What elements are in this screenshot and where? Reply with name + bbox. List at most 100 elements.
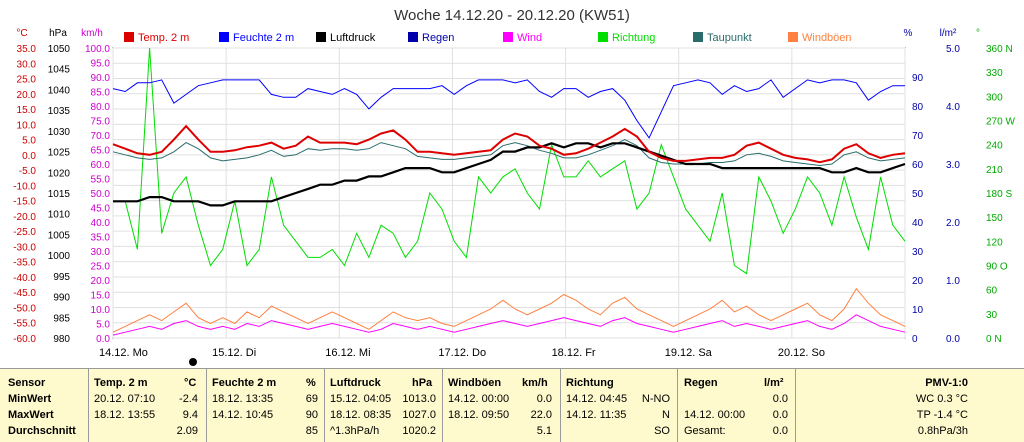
regen-max-val: 0.0: [772, 409, 788, 421]
series-windb-en: [112, 287, 906, 333]
legend-label: Regen: [422, 32, 454, 44]
druck-min-time: 15.12. 04:05: [330, 393, 392, 405]
humidity-axis-tick: 50: [912, 189, 924, 200]
wind-axis-tick: 35.0: [91, 233, 111, 244]
legend-label: Wind: [517, 32, 542, 44]
direction-axis-tick: 240: [986, 141, 1003, 152]
min-label: MinWert: [8, 393, 52, 405]
pressure-axis-tick: 1030: [48, 127, 71, 138]
avg-label: Durchschnitt: [8, 425, 76, 437]
druck-header: Luftdruck: [330, 377, 381, 389]
regen-avg-val: 0.0: [772, 425, 788, 437]
pmv-trend: 0.8hPa/3h: [917, 425, 968, 437]
wind-axis-tick: 10.0: [91, 305, 111, 316]
regen-unit: l/m²: [764, 377, 784, 389]
pmv-wc: WC 0.3 °C: [915, 393, 968, 405]
direction-axis-tick: 300: [986, 92, 1003, 103]
series-taupunkt: [112, 139, 906, 167]
direction-axis-tick: 60: [986, 286, 998, 297]
plot-area: [112, 47, 906, 339]
max-label: MaxWert: [8, 409, 54, 421]
boeen-avg-val: 5.1: [536, 425, 552, 437]
humidity-axis-tick: 30: [912, 247, 924, 258]
wind-axis-tick: 70.0: [91, 131, 111, 142]
feuchte-avg-val: 85: [305, 425, 318, 437]
pressure-axis-tick: 1010: [48, 210, 71, 221]
direction-axis-tick: 360 N: [986, 44, 1013, 55]
axis-unit-label: km/h: [81, 28, 103, 39]
direction-axis-tick: 90 O: [986, 262, 1008, 273]
sensor-header: Sensor: [8, 377, 46, 389]
wind-axis-tick: 40.0: [91, 218, 111, 229]
direction-axis-tick: 30: [986, 310, 998, 321]
legend-swatch: [408, 32, 418, 42]
wind-axis-tick: 5.0: [96, 320, 110, 331]
humidity-axis-tick: 80: [912, 102, 924, 113]
rain-axis-tick: 4.0: [946, 102, 960, 113]
feuchte-header: Feuchte 2 m: [212, 377, 277, 389]
temp-axis-tick: -25.0: [13, 227, 36, 238]
legend-swatch: [124, 32, 134, 42]
legend-label: Temp. 2 m: [138, 32, 189, 44]
axis-unit-label: %: [904, 28, 913, 39]
weather-chart: Woche 14.12.20 - 20.12.20 (KW51) Temp. 2…: [13, 7, 1015, 366]
richtung-max-val: N: [662, 409, 670, 421]
temp-axis-tick: -60.0: [13, 334, 36, 345]
temp-axis-tick: 15.0: [17, 105, 37, 116]
feuchte-max-time: 14.12. 10:45: [212, 409, 274, 421]
x-tick-label: 14.12. Mo: [99, 347, 148, 359]
temp-axis-tick: 25.0: [17, 75, 37, 86]
humidity-axis-tick: 0: [912, 334, 918, 345]
temp-axis-tick: 10.0: [17, 120, 37, 131]
wind-axis-tick: 65.0: [91, 146, 111, 157]
wind-axis-tick: 55.0: [91, 175, 111, 186]
humidity-axis-tick: 20: [912, 276, 924, 287]
wind-axis-tick: 95.0: [91, 59, 111, 70]
humidity-axis-tick: 40: [912, 218, 924, 229]
direction-axis-tick: 180 S: [986, 189, 1012, 200]
series-temp-2-m: [112, 124, 906, 164]
wind-axis-tick: 15.0: [91, 291, 111, 302]
boeen-min-time: 14.12. 00:00: [448, 393, 510, 405]
pressure-axis-tick: 1035: [48, 106, 71, 117]
regen-max-time: 14.12. 00:00: [684, 409, 746, 421]
temp-axis-tick: -30.0: [13, 242, 36, 253]
regen-min-val: 0.0: [772, 393, 788, 405]
humidity-axis-tick: 10: [912, 305, 924, 316]
temp-axis-tick: -35.0: [13, 258, 36, 269]
temp-max-val: 9.4: [182, 409, 198, 421]
pressure-axis-tick: 985: [53, 313, 70, 324]
boeen-header: Windböen: [448, 377, 502, 389]
x-tick-label: 20.12. So: [778, 347, 825, 359]
rain-axis-tick: 0.0: [946, 334, 960, 345]
direction-axis-tick: 270 W: [986, 117, 1015, 128]
temp-axis-tick: -20.0: [13, 212, 36, 223]
temp-avg-val: 2.09: [176, 425, 198, 437]
rain-axis-tick: 1.0: [946, 276, 960, 287]
pressure-axis-tick: 1040: [48, 85, 71, 96]
temp-axis-tick: -5.0: [19, 166, 37, 177]
pmv-tp: TP -1.4 °C: [916, 409, 968, 421]
axis-unit-label: l/m²: [940, 28, 957, 39]
richtung-min-val: N-NO: [641, 393, 670, 405]
pressure-axis-tick: 995: [53, 272, 70, 283]
wind-axis-tick: 30.0: [91, 247, 111, 258]
richtung-avg-val: SO: [654, 425, 670, 437]
pressure-axis-tick: 1005: [48, 230, 71, 241]
series-wind: [112, 314, 906, 336]
pressure-axis-tick: 1045: [48, 65, 71, 76]
series-luftdruck: [113, 142, 906, 207]
wind-axis-tick: 0.0: [96, 334, 110, 345]
rain-axis-tick: 3.0: [946, 160, 960, 171]
temp-axis-tick: 20.0: [17, 90, 37, 101]
temp-axis-tick: 5.0: [22, 136, 36, 147]
temp-axis-tick: -50.0: [13, 303, 36, 314]
legend-label: Feuchte 2 m: [233, 32, 294, 44]
x-tick-label: 19.12. Sa: [665, 347, 713, 359]
direction-axis-tick: 0 N: [986, 334, 1002, 345]
richtung-max-time: 14.12. 11:35: [566, 409, 627, 421]
temp-min-time: 20.12. 07:10: [94, 393, 156, 405]
druck-min-val: 1013.0: [402, 393, 436, 405]
legend-swatch: [219, 32, 229, 42]
x-tick-label: 17.12. Do: [438, 347, 486, 359]
